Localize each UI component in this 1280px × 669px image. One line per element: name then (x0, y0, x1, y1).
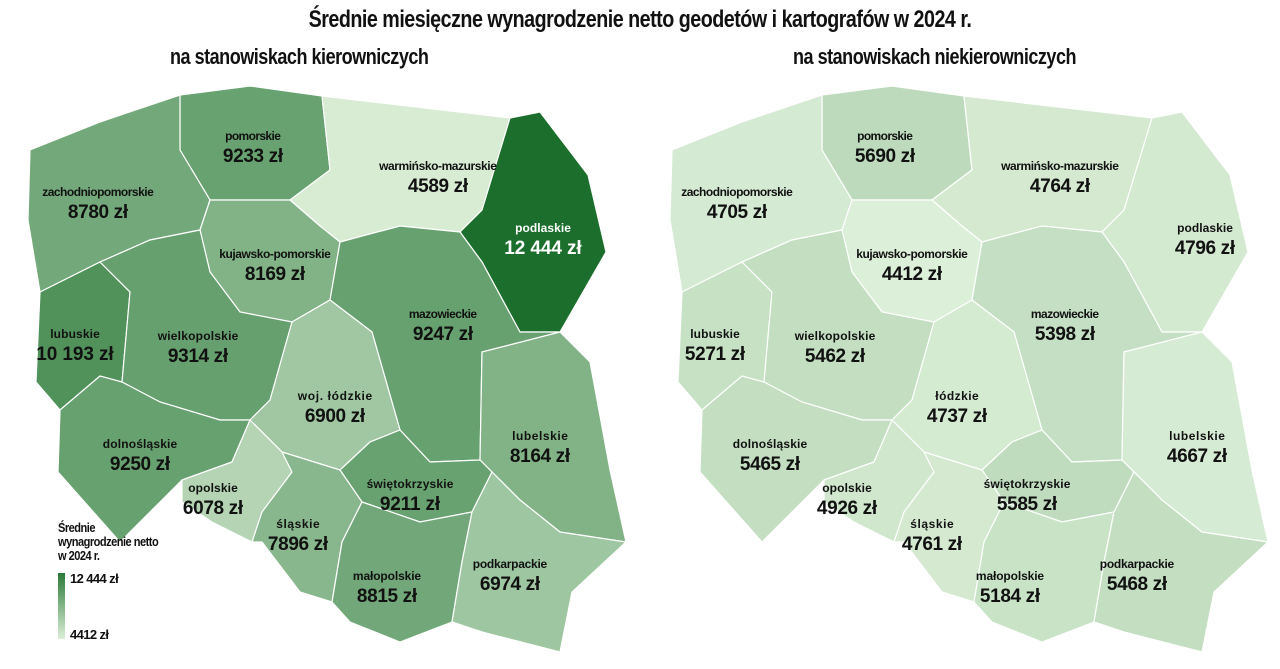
region-name-label: mazowieckie (409, 307, 478, 321)
region-slaskie (893, 451, 1005, 603)
region-name-label: wielkopolskie (794, 329, 876, 343)
region-value-label: 5585 zł (997, 494, 1058, 515)
region-value-label: 9250 zł (110, 454, 171, 475)
region-name-label: pomorskie (857, 129, 913, 143)
region-name-label: łódzkie (935, 389, 979, 403)
region-name-label: śląskie (910, 517, 954, 531)
region-name-label: podlaskie (515, 221, 571, 235)
region-name-label: dolnośląskie (733, 437, 808, 451)
region-value-label: 8164 zł (510, 446, 571, 467)
region-name-label: śląskie (276, 517, 320, 531)
region-name-label: wielkopolskie (157, 329, 239, 343)
map-managerial: pomorskie 9233 zł zachodniopomorskie 8780 z… (27, 85, 628, 653)
region-name-label: małopolskie (976, 569, 1045, 583)
region-value-label: 4705 zł (707, 202, 768, 223)
region-value-label: 5465 zł (740, 454, 801, 475)
legend-title: Średnie wynagrodzenie netto w 2024 r. (58, 520, 159, 563)
region-value-label: 5271 zł (685, 344, 746, 365)
region-name-label: podkarpackie (1100, 557, 1175, 571)
region-value-label: 10 193 zł (36, 344, 114, 365)
region-name-label: kujawsko-pomorskie (856, 247, 968, 261)
legend-max-label: 12 444 zł (70, 571, 119, 586)
region-value-label: 4667 zł (1167, 446, 1228, 467)
region-value-label: 9233 zł (223, 146, 284, 167)
region-name-label: opolskie (822, 481, 872, 495)
region-value-label: 8815 zł (357, 586, 418, 607)
region-name-label: lubuskie (690, 327, 740, 341)
region-name-label: zachodniopomorskie (42, 185, 154, 199)
region-name-label: świętokrzyskie (984, 477, 1071, 491)
region-name-label: warmińsko-mazurskie (1000, 159, 1119, 173)
region-value-label: 9247 zł (413, 324, 474, 345)
region-value-label: 8780 zł (68, 202, 129, 223)
region-value-label: 6974 zł (480, 574, 541, 595)
region-value-label: 6078 zł (183, 498, 244, 519)
region-name-label: mazowieckie (1031, 307, 1100, 321)
region-name-label: zachodniopomorskie (681, 185, 793, 199)
page-title: Średnie miesięczne wynagrodzenie netto g… (308, 6, 972, 33)
legend-min-label: 4412 zł (70, 627, 109, 642)
region-value-label: 4926 zł (817, 498, 878, 519)
region-value-label: 5690 zł (855, 146, 916, 167)
region-value-label: 4737 zł (927, 406, 988, 427)
region-value-label: 6900 zł (305, 406, 366, 427)
region-value-label: 5462 zł (805, 346, 866, 367)
region-name-label: kujawsko-pomorskie (219, 247, 331, 261)
region-value-label: 4761 zł (902, 534, 963, 555)
legend: Średnie wynagrodzenie netto w 2024 r. 12… (58, 520, 178, 642)
region-podkarpackie (451, 470, 628, 653)
region-name-label: opolskie (188, 481, 238, 495)
region-value-label: 5468 zł (1107, 574, 1168, 595)
region-name-label: podkarpackie (473, 557, 548, 571)
region-name-label: lubuskie (50, 327, 100, 341)
region-value-label: 8169 zł (245, 264, 306, 285)
region-value-label: 9211 zł (380, 494, 441, 515)
region-slaskie (251, 451, 363, 603)
region-name-label: lubelskie (512, 429, 568, 443)
region-value-label: 12 444 zł (504, 238, 582, 259)
region-value-label: 5184 zł (980, 586, 1041, 607)
left-map-subtitle: na stanowiskach kierowniczych (170, 44, 429, 69)
right-map-subtitle: na stanowiskach niekierowniczych (793, 44, 1077, 69)
region-name-label: małopolskie (353, 569, 422, 583)
region-value-label: 4764 zł (1030, 176, 1091, 197)
region-name-label: podlaskie (1177, 221, 1233, 235)
region-value-label: 4796 zł (1175, 238, 1236, 259)
region-podkarpackie (1093, 470, 1270, 653)
region-name-label: woj. łódzkie (297, 389, 373, 403)
region-name-label: dolnośląskie (103, 437, 178, 451)
region-value-label: 5398 zł (1035, 324, 1096, 345)
region-value-label: 4412 zł (882, 264, 943, 285)
region-name-label: warmińsko-mazurskie (378, 159, 497, 173)
region-value-label: 4589 zł (408, 176, 469, 197)
map-non-managerial: pomorskie 5690 zł zachodniopomorskie 4705 z… (669, 85, 1270, 653)
region-pomorskie (179, 85, 331, 201)
region-name-label: lubelskie (1169, 429, 1225, 443)
legend-color-bar (58, 573, 65, 639)
region-name-label: świętokrzyskie (367, 477, 454, 491)
region-value-label: 9314 zł (168, 346, 229, 367)
region-value-label: 7896 zł (268, 534, 329, 555)
region-pomorskie (821, 85, 973, 201)
region-name-label: pomorskie (225, 129, 281, 143)
